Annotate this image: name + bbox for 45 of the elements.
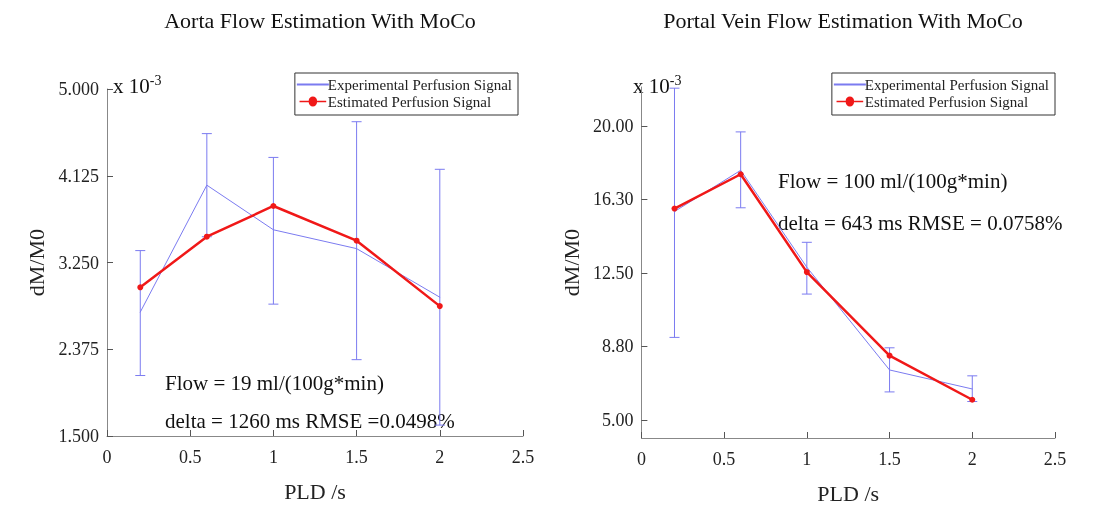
x-tick-label: 1.5 (878, 449, 901, 469)
y-axis-title: dM/M0 (23, 228, 49, 297)
y-tick-label: 5.000 (58, 79, 99, 99)
x-tick-label: 2 (967, 449, 977, 469)
legend-label: Experimental Perfusion Signal (864, 76, 1050, 93)
legend-label: Estimated Perfusion Signal (864, 93, 1029, 110)
point (671, 205, 678, 212)
point (803, 269, 810, 276)
annotation: delta = 643 ms RMSE = 0.0758% (778, 210, 1063, 235)
y-tick-label: 12.50 (592, 263, 634, 284)
annotation: delta = 1260 ms RMSE =0.0498% (165, 408, 455, 433)
y-axis-title: dM/M0 (558, 228, 584, 297)
x-tick-label: 0 (636, 449, 646, 469)
chart-title: Aorta Flow Estimation With MoCo (164, 7, 476, 33)
annotation: Flow = 19 ml/(100g*min) (165, 370, 384, 395)
y-tick-label: 2.375 (58, 339, 99, 360)
legend-label: Experimental Perfusion Signal (327, 76, 513, 93)
y-tick-label: 20.00 (592, 116, 634, 137)
x-tick-label: 2.5 (1043, 449, 1067, 469)
y-tick-label: 3.250 (58, 252, 99, 273)
point (886, 352, 893, 359)
point (353, 237, 360, 244)
y-tick-label: 5.00 (601, 410, 634, 431)
point (436, 303, 443, 310)
x-tick-label: 1 (802, 449, 812, 469)
legend-label: Estimated Perfusion Signal (327, 93, 492, 110)
y-tick-label: 1.500 (58, 426, 99, 446)
chart-title: Portal Vein Flow Estimation With MoCo (663, 7, 1023, 33)
point (969, 396, 976, 403)
y-tick-label: 4.125 (58, 165, 99, 186)
point (270, 202, 277, 209)
y-tick-label: 16.30 (592, 188, 634, 209)
point (737, 171, 744, 178)
x-tick-label: 0.5 (712, 449, 736, 469)
x-tick-label: 0 (102, 447, 112, 467)
x-tick-label: 0.5 (178, 447, 202, 467)
annotation: Flow = 100 ml/(100g*min) (778, 168, 1008, 193)
x-tick-label: 2 (435, 447, 445, 467)
point (137, 284, 144, 291)
x-axis-title: PLD /s (284, 478, 346, 504)
y-tick-label: 8.80 (601, 335, 634, 356)
x-tick-label: 1.5 (345, 447, 368, 467)
x-tick-label: 2.5 (511, 447, 535, 467)
x-tick-label: 1 (268, 447, 278, 467)
x-axis-title: PLD /s (817, 480, 880, 506)
